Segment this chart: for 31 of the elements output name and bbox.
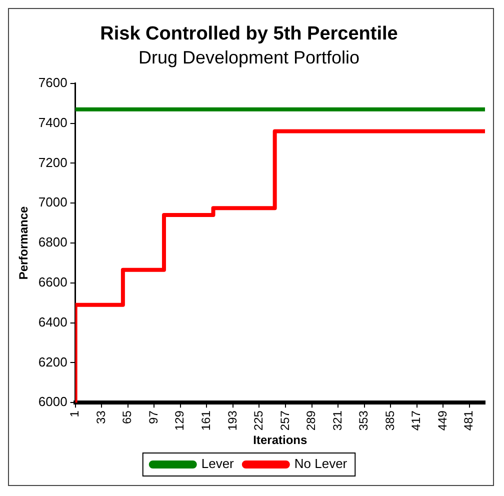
chart-subtitle: Drug Development Portfolio <box>138 48 360 68</box>
y-axis-title: Performance <box>16 206 31 280</box>
y-tick-label: 6800 <box>38 234 68 250</box>
x-tick-label: 385 <box>382 410 397 431</box>
y-tick-label: 6200 <box>38 354 68 370</box>
y-tick-label: 7400 <box>38 114 68 130</box>
x-tick-label: 225 <box>252 410 266 431</box>
x-tick-label: 353 <box>356 410 371 431</box>
x-tick-label: 321 <box>330 410 344 431</box>
x-tick-label: 289 <box>304 410 318 431</box>
x-tick-label: 257 <box>278 410 292 431</box>
y-tick-label: 6000 <box>38 394 68 410</box>
x-tick-label: 97 <box>146 410 160 424</box>
y-tick-label: 7000 <box>38 194 68 210</box>
legend-label: Lever <box>201 456 235 472</box>
legend-label: No Lever <box>294 456 348 472</box>
x-axis-title: Iterations <box>253 433 308 448</box>
x-tick-label: 193 <box>225 410 240 431</box>
x-tick-label: 33 <box>94 410 108 424</box>
x-tick-label: 161 <box>198 410 213 431</box>
chart-title: Risk Controlled by 5th Percentile <box>100 24 398 45</box>
x-tick-label: 417 <box>409 410 424 431</box>
y-tick-label: 7200 <box>38 154 68 170</box>
x-tick-label: 1 <box>68 410 82 418</box>
y-tick-label: 7600 <box>38 74 68 90</box>
x-tick-label: 129 <box>172 410 187 431</box>
y-tick-label: 6600 <box>38 274 68 290</box>
x-tick-label: 449 <box>435 410 450 431</box>
y-tick-label: 6400 <box>38 314 68 330</box>
x-tick-label: 481 <box>462 410 476 431</box>
x-tick-label: 65 <box>120 410 134 424</box>
